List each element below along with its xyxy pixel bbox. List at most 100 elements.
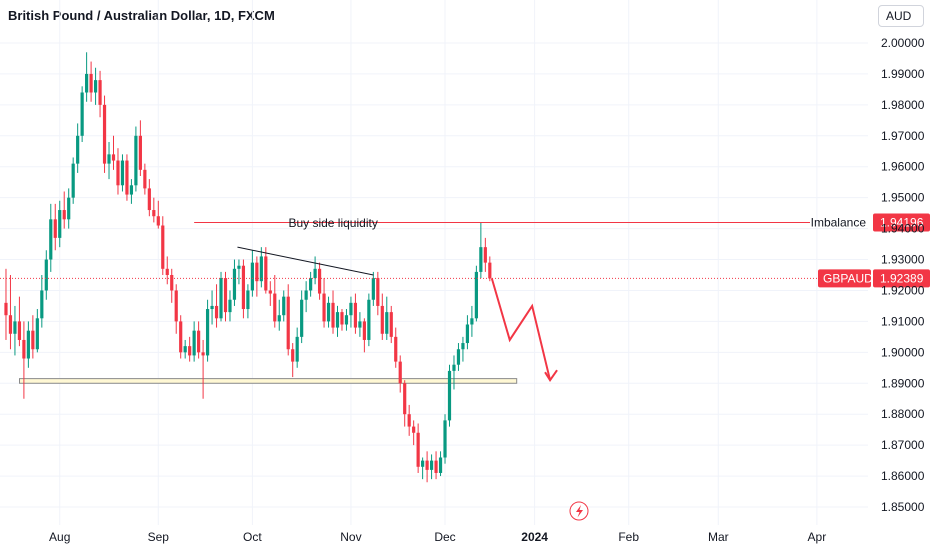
candle [8,275,13,350]
currency-selector[interactable]: AUD [878,5,924,27]
candle-body [326,302,331,322]
candle [35,309,39,353]
candle [380,293,384,340]
time-tick-label: Sep [148,530,170,544]
candle [152,197,156,223]
candle-body [147,188,151,211]
candle [17,296,22,347]
candle [161,216,165,275]
candle-body [300,299,304,337]
candle [456,343,461,371]
candle [264,247,268,294]
candle [250,250,254,297]
price-tick-label: 1.88000 [881,407,925,421]
price-tick-label: 1.91000 [881,314,925,328]
candle-body [438,457,443,473]
imbalance-price-text: 1.94196 [880,216,924,230]
symbol-tag [818,269,871,288]
candle [268,281,272,306]
candle [344,309,349,331]
time-axis: Aug Sep Oct Nov Dec 2024 Feb Mar Apr [49,530,826,544]
candle-body [488,262,492,279]
price-tick-label: 1.93000 [881,253,925,267]
candle-body [152,210,156,217]
support-zone [19,378,518,384]
candle [434,451,438,480]
candle-body [376,278,380,306]
candle-body [264,256,268,291]
candle-body [295,336,299,362]
flash-icon[interactable] [569,501,589,521]
price-tick-label: 1.87000 [881,438,925,452]
candle [371,271,375,306]
candle-body [44,259,48,291]
candle-body [71,163,75,198]
last-price-tag [873,269,930,288]
projection-arrowhead [544,369,558,382]
candle-body [67,197,71,220]
candle [183,339,187,359]
candle-body [331,302,335,328]
candle-body [179,321,183,353]
candle-body [214,305,219,319]
candle [210,290,214,325]
time-tick-label: Oct [243,530,262,544]
candle-body [479,247,483,272]
price-tick-label: 1.99000 [881,67,925,81]
candle [331,290,335,334]
candle-body [421,460,425,467]
candle [461,336,465,362]
candle [174,284,178,334]
candle [188,336,192,362]
candle-body [246,290,250,310]
candle-body [143,169,147,189]
candle [237,259,241,285]
candle [129,179,134,204]
candle [165,256,169,285]
candle [291,343,295,378]
candle-body [120,160,125,186]
symbol-tag-text: GBPAUD [823,271,873,285]
candle-body [394,336,398,362]
candle-body [93,80,98,93]
candle-body [205,309,210,356]
candle-body [483,247,487,263]
candle-body [277,315,281,322]
candle-body [40,290,44,319]
candle [44,250,48,300]
candle-body [22,339,26,359]
candle-body [80,92,84,136]
candle-body [358,321,362,328]
candle-body [161,225,165,269]
candle [349,296,353,328]
time-tick-label: Feb [618,530,639,544]
candle [313,256,317,285]
candle [71,157,75,204]
candle [120,154,125,192]
candle [4,268,8,340]
candle-body [89,73,93,93]
candle [340,309,344,331]
candle [49,203,53,272]
candle [13,305,17,356]
candle [304,281,308,313]
candle-body [116,160,120,186]
candle-body [85,73,89,93]
candle [170,268,174,303]
candle-body [380,305,384,334]
candle-body [286,296,290,350]
candle-body [461,343,465,350]
candle-body [111,154,116,161]
candle [22,321,26,399]
candle [246,284,250,319]
candle-body [31,330,35,350]
candle-body [268,290,272,294]
candle-body [98,80,102,105]
candle [76,123,80,173]
price-tick-label: 1.85000 [881,500,925,514]
price-tick-label: 1.90000 [881,345,925,359]
candle [107,141,111,180]
candle-body [232,268,237,300]
candle [326,296,331,328]
